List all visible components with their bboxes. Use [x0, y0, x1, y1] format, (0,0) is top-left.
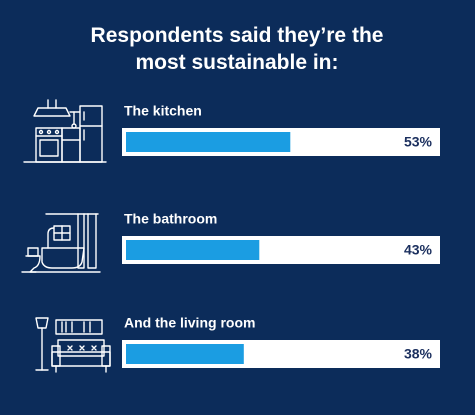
chart-title: Respondents said they’re the most sustai…	[90, 24, 384, 74]
bathroom-icon	[21, 213, 101, 273]
living-room-icon	[35, 317, 111, 373]
value-label: 38%	[404, 346, 433, 362]
category-label: And the living room	[124, 315, 255, 331]
category-label: The bathroom	[124, 211, 217, 227]
category-label: The kitchen	[124, 103, 202, 119]
bar	[126, 240, 260, 260]
value-label: 43%	[404, 242, 433, 258]
value-label: 53%	[404, 134, 433, 150]
bar	[126, 344, 244, 364]
kitchen-icon	[23, 99, 107, 163]
bar	[126, 132, 291, 152]
